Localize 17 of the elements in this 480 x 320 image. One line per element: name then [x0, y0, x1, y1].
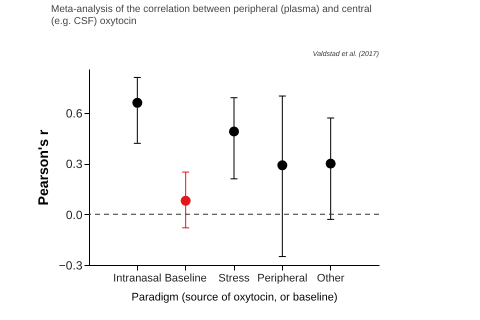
- y-tick-label: 0.6: [66, 106, 83, 120]
- point: [180, 196, 191, 206]
- point: [132, 98, 142, 108]
- y-tick-label: 0.0: [66, 208, 83, 222]
- y-tick-label: 0.3: [66, 157, 83, 172]
- x-tick-label: Intranasal: [113, 272, 162, 284]
- chart-title: Meta-analysis of the correlation between peripheral (plasma) and central (e.g. CSF) oxytocin: [51, 4, 372, 27]
- point: [326, 158, 336, 169]
- x-tick-label: Peripheral: [257, 272, 308, 284]
- x-tick-label: Baseline: [164, 272, 207, 284]
- point: [277, 160, 288, 170]
- x-tick-label: Stress: [218, 272, 250, 284]
- point: [229, 126, 239, 137]
- x-tick-label: Other: [316, 272, 345, 284]
- x-axis-title: Paradigm (source of oxytocin, or baseline): [131, 292, 338, 304]
- y-axis-title: Pearson's r: [34, 129, 51, 206]
- y-tick-label: −0.3: [58, 258, 83, 272]
